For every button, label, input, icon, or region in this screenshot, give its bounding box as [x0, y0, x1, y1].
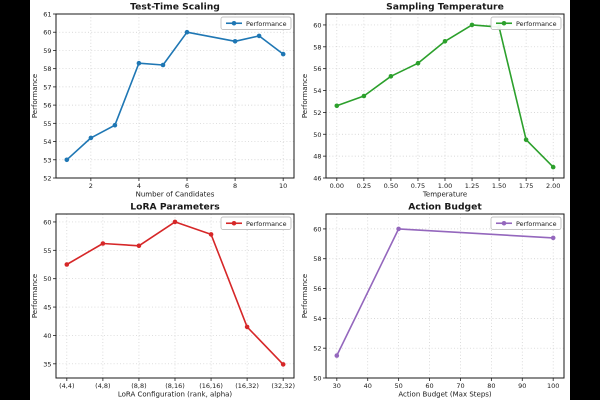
svg-text:90: 90 [518, 382, 526, 390]
svg-text:59: 59 [43, 47, 51, 55]
svg-text:56: 56 [43, 102, 51, 110]
svg-text:100: 100 [547, 382, 559, 390]
svg-text:Test-Time Scaling: Test-Time Scaling [130, 2, 220, 13]
svg-text:30: 30 [333, 382, 341, 390]
svg-text:4: 4 [137, 182, 141, 190]
svg-text:56: 56 [313, 285, 321, 293]
svg-text:55: 55 [43, 120, 51, 128]
svg-text:(16,32): (16,32) [235, 382, 259, 390]
svg-text:Performance: Performance [246, 220, 287, 228]
svg-text:Performance: Performance [301, 274, 309, 318]
svg-text:Performance: Performance [31, 274, 39, 318]
svg-text:(8,16): (8,16) [165, 382, 185, 390]
svg-text:Performance: Performance [31, 74, 39, 118]
svg-text:40: 40 [364, 382, 372, 390]
svg-text:58: 58 [313, 43, 321, 51]
figure-canvas: 2 4 6 8 10 52 53 54 55 56 57 58 59 60 61 Test-Time Scal… [30, 0, 570, 400]
svg-text:80: 80 [487, 382, 495, 390]
svg-text:1.25: 1.25 [465, 182, 479, 190]
svg-text:LoRA Parameters: LoRA Parameters [130, 202, 220, 213]
svg-text:LoRA Configuration (rank, alph: LoRA Configuration (rank, alpha) [118, 391, 233, 399]
svg-text:50: 50 [394, 382, 402, 390]
chart-panel-lora-parameters: (4,4) (4,8) (8,8) (8,16) (16,16) (16,32) (32,3… [30, 200, 300, 400]
svg-text:(4,8): (4,8) [95, 382, 110, 390]
svg-text:55: 55 [43, 247, 51, 255]
svg-text:52: 52 [43, 175, 51, 183]
svg-text:Performance: Performance [516, 20, 557, 28]
svg-text:1.75: 1.75 [519, 182, 533, 190]
svg-text:Sampling Temperature: Sampling Temperature [386, 2, 504, 13]
svg-text:48: 48 [313, 153, 321, 161]
svg-text:6: 6 [185, 182, 189, 190]
svg-text:35: 35 [43, 360, 51, 368]
svg-text:50: 50 [313, 375, 321, 383]
chart-panel-test-time-scaling: 2 4 6 8 10 52 53 54 55 56 57 58 59 60 61 Test-Time Scal… [30, 0, 300, 200]
svg-text:Number of Candidates: Number of Candidates [136, 191, 215, 199]
chart-panel-action-budget: 30 40 50 60 70 80 90 100 50 52 54 56 58 60 Action Budg… [300, 200, 570, 400]
svg-text:60: 60 [425, 382, 433, 390]
svg-text:1.00: 1.00 [438, 182, 452, 190]
svg-text:2: 2 [89, 182, 93, 190]
chart-sampling-temperature: 0.00 0.25 0.50 0.75 1.00 1.25 1.50 1.75 2.00 46 48… [301, 2, 565, 199]
chart-panel-sampling-temperature: 0.00 0.25 0.50 0.75 1.00 1.25 1.50 1.75 2.00 46 48… [300, 0, 570, 200]
svg-text:58: 58 [43, 65, 51, 73]
svg-text:60: 60 [43, 29, 51, 37]
svg-text:45: 45 [43, 304, 51, 312]
svg-text:60: 60 [313, 225, 321, 233]
svg-text:Performance: Performance [516, 220, 557, 228]
svg-text:70: 70 [456, 382, 464, 390]
svg-text:0.00: 0.00 [330, 182, 344, 190]
svg-text:56: 56 [313, 65, 321, 73]
svg-text:0.25: 0.25 [357, 182, 371, 190]
svg-text:0.50: 0.50 [384, 182, 398, 190]
svg-text:60: 60 [43, 218, 51, 226]
chart-grid: 2 4 6 8 10 52 53 54 55 56 57 58 59 60 61 Test-Time Scal… [30, 0, 570, 400]
svg-text:(8,8): (8,8) [131, 382, 146, 390]
svg-text:Performance: Performance [246, 20, 287, 28]
svg-text:54: 54 [43, 138, 51, 146]
svg-text:0.75: 0.75 [411, 182, 425, 190]
svg-text:57: 57 [43, 83, 51, 91]
svg-text:50: 50 [43, 275, 51, 283]
svg-text:53: 53 [43, 156, 51, 164]
svg-text:54: 54 [313, 87, 321, 95]
svg-text:54: 54 [313, 315, 321, 323]
svg-text:(4,4): (4,4) [59, 382, 74, 390]
svg-text:52: 52 [313, 109, 321, 117]
svg-text:50: 50 [313, 131, 321, 139]
svg-text:46: 46 [313, 175, 321, 183]
svg-text:Performance: Performance [301, 74, 309, 118]
svg-text:8: 8 [233, 182, 237, 190]
svg-text:58: 58 [313, 255, 321, 263]
svg-text:Action Budget: Action Budget [408, 202, 482, 213]
svg-text:(32,32): (32,32) [271, 382, 295, 390]
svg-text:Temperature: Temperature [422, 191, 467, 199]
svg-text:61: 61 [43, 11, 51, 19]
svg-text:10: 10 [279, 182, 287, 190]
svg-text:Action Budget (Max Steps): Action Budget (Max Steps) [398, 391, 492, 399]
svg-text:1.50: 1.50 [492, 182, 506, 190]
svg-text:60: 60 [313, 21, 321, 29]
svg-text:2.00: 2.00 [546, 182, 560, 190]
chart-lora-parameters: (4,4) (4,8) (8,8) (8,16) (16,16) (16,32) (32,3… [31, 202, 295, 399]
svg-text:40: 40 [43, 332, 51, 340]
svg-text:52: 52 [313, 345, 321, 353]
chart-test-time-scaling: 2 4 6 8 10 52 53 54 55 56 57 58 59 60 61 Test-Time Scal… [31, 2, 295, 199]
svg-text:(16,16): (16,16) [199, 382, 223, 390]
